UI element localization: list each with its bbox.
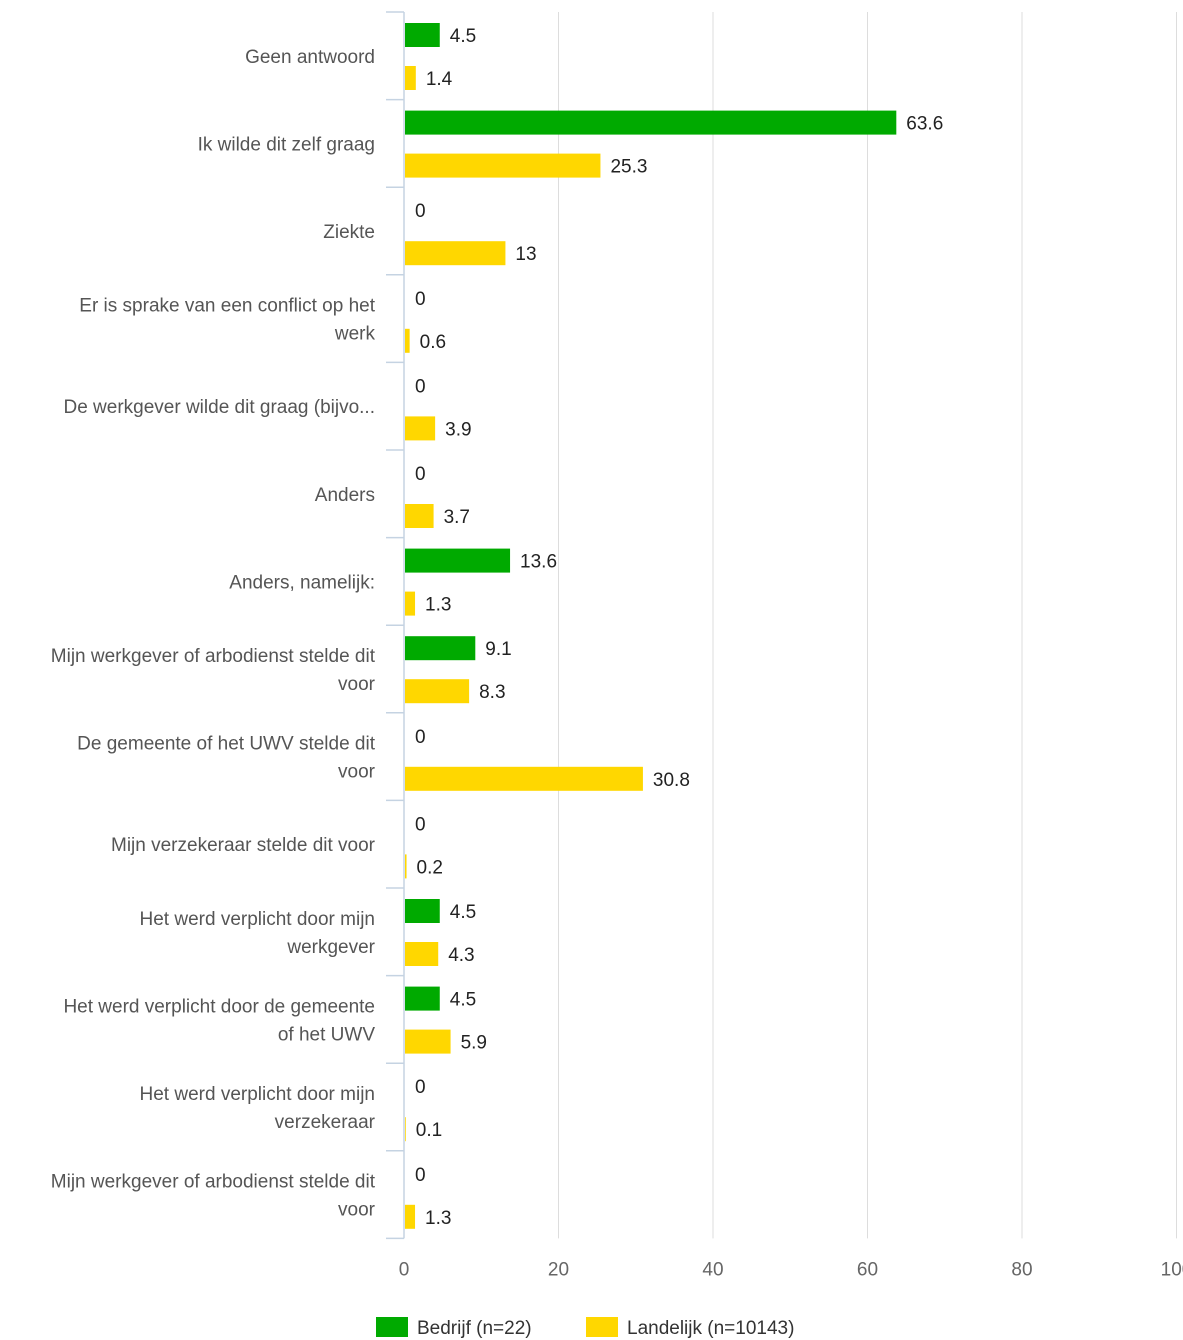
legend-label: Bedrijf (n=22): [417, 1318, 532, 1339]
data-label: 0: [415, 376, 426, 397]
x-tick-label: 60: [857, 1259, 878, 1280]
legend-label: Landelijk (n=10143): [627, 1318, 794, 1339]
axis-ticks: 0 20 40 60 80 100: [386, 11, 1183, 1280]
data-label: 5.9: [461, 1033, 487, 1054]
bar-landelijk: [405, 766, 643, 791]
category-label: Het werd verplicht door mijn: [140, 1084, 375, 1105]
data-label: 13.6: [520, 552, 557, 573]
bar-bedrijf: [405, 986, 440, 1011]
data-label: 3.7: [444, 507, 470, 528]
category-label: Mijn werkgever of arbodienst stelde dit: [51, 1172, 376, 1193]
data-label: 30.8: [653, 770, 690, 791]
bar-landelijk: [405, 1117, 406, 1142]
bar-landelijk: [405, 1029, 451, 1054]
bar-landelijk: [405, 328, 410, 353]
category-label: Mijn verzekeraar stelde dit voor: [111, 835, 376, 856]
data-label: 4.3: [448, 945, 474, 966]
category-label: Anders: [315, 485, 375, 506]
category-label: De gemeente of het UWV stelde dit: [77, 734, 376, 755]
data-label: 8.3: [479, 682, 505, 703]
data-label: 1.4: [426, 69, 453, 90]
data-label: 4.5: [450, 902, 476, 923]
bar-landelijk: [405, 66, 416, 90]
data-label: 0: [415, 201, 426, 222]
data-label: 13: [515, 244, 536, 265]
data-label: 1.3: [425, 1208, 451, 1229]
bar-bedrijf: [405, 23, 440, 47]
grid-lines: [558, 12, 1177, 1239]
category-label: voor: [338, 674, 376, 695]
category-labels: Geen antwoord Ik wilde dit zelf graag Ziek…: [51, 47, 376, 1221]
data-label: 0: [415, 1165, 426, 1186]
category-label: De werkgever wilde dit graag (bijvo...: [63, 397, 375, 418]
bar-landelijk: [405, 854, 407, 879]
x-tick-label: 100: [1161, 1259, 1183, 1280]
category-label: Ik wilde dit zelf graag: [198, 134, 375, 155]
category-label: verzekeraar: [275, 1112, 376, 1133]
category-label: voor: [338, 762, 376, 783]
data-label: 3.9: [445, 419, 471, 440]
bar-bedrijf: [405, 899, 440, 923]
bar-landelijk: [405, 942, 439, 966]
x-tick-label: 80: [1011, 1259, 1032, 1280]
data-label: 4.5: [450, 26, 476, 47]
data-label: 0: [415, 1077, 426, 1098]
data-label: 9.1: [485, 639, 511, 660]
category-label: Het werd verplicht door mijn: [140, 909, 375, 930]
bar-bedrijf: [405, 548, 511, 573]
category-label: Ziekte: [323, 222, 375, 243]
data-label: 25.3: [610, 157, 647, 178]
data-label: 0.6: [420, 332, 446, 353]
category-label: Er is sprake van een conflict op het: [79, 296, 375, 317]
data-label: 0: [415, 727, 426, 748]
bar-bedrijf: [405, 110, 897, 135]
legend: Bedrijf (n=22) Landelijk (n=10143): [376, 1317, 794, 1339]
legend-swatch-landelijk: [586, 1317, 618, 1337]
category-label: Anders, namelijk:: [229, 572, 375, 593]
category-label: Mijn werkgever of arbodienst stelde dit: [51, 646, 376, 667]
bar-landelijk: [405, 153, 601, 178]
data-label: 0: [415, 814, 426, 835]
data-label: 63.6: [906, 114, 943, 135]
bar-bedrijf: [405, 636, 476, 661]
bars: 4.5 63.6 0 0 0 0 13.6 9.1 0 0 4.5 4.5 0 0 1.4 25.3 13 0.6…: [405, 23, 943, 1229]
bar-landelijk: [405, 1204, 416, 1229]
data-label: 0: [415, 289, 426, 310]
category-label: werkgever: [286, 937, 375, 958]
data-label: 4.5: [450, 990, 476, 1011]
category-label: werk: [334, 324, 376, 345]
category-label: Geen antwoord: [245, 47, 375, 68]
bar-landelijk: [405, 241, 506, 266]
bar-landelijk: [405, 504, 434, 528]
x-tick-label: 40: [702, 1259, 723, 1280]
data-label: 1.3: [425, 595, 451, 616]
category-label: Het werd verplicht door de gemeente: [63, 996, 375, 1017]
x-tick-label: 20: [548, 1259, 569, 1280]
data-label: 0.1: [416, 1120, 442, 1141]
bar-landelijk: [405, 591, 416, 616]
data-label: 0: [415, 464, 426, 485]
x-tick-label: 0: [399, 1259, 410, 1280]
category-label: of het UWV: [278, 1024, 375, 1045]
legend-swatch-bedrijf: [376, 1317, 408, 1337]
data-label: 0.2: [417, 857, 443, 878]
bar-landelijk: [405, 416, 436, 441]
bar-landelijk: [405, 679, 470, 704]
category-label: voor: [338, 1200, 376, 1221]
